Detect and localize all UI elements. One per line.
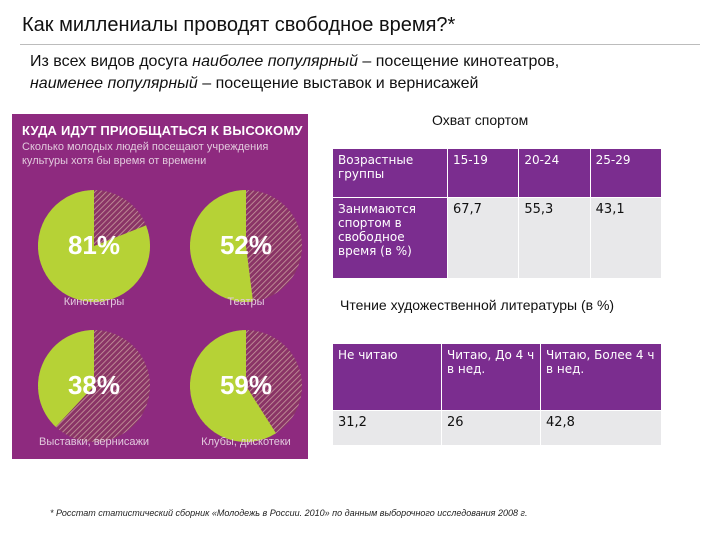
infographic-subtitle: Сколько молодых людей посещают учреждени… bbox=[22, 141, 269, 167]
culture-infographic: КУДА ИДУТ ПРИОБЩАТЬСЯ К ВЫСОКОМУ Сколько… bbox=[12, 114, 308, 459]
pie-clubs-chart bbox=[190, 330, 302, 442]
sports-table: Возрастные группы 15-19 20-24 25-29 Зани… bbox=[332, 148, 663, 279]
sports-heading: Охват спортом bbox=[432, 112, 529, 128]
slide-subtitle: Из всех видов досуга наиболее популярный… bbox=[30, 51, 700, 95]
table-row: 31,2 26 42,8 bbox=[332, 410, 662, 446]
reading-header-upto4: Читаю, До 4 ч в нед. bbox=[441, 343, 541, 411]
pie-cinemas bbox=[36, 188, 152, 304]
sports-value-1: 67,7 bbox=[446, 197, 520, 279]
subtitle-mid: – посещение кинотеатров, bbox=[357, 53, 560, 70]
sports-value-3: 43,1 bbox=[589, 197, 663, 279]
reading-table: Не читаю Читаю, До 4 ч в нед. Читаю, Бол… bbox=[332, 343, 662, 446]
pie-theatres-chart bbox=[190, 190, 302, 302]
table-row: Не читаю Читаю, До 4 ч в нед. Читаю, Бол… bbox=[332, 343, 662, 411]
pie-cinemas-chart bbox=[38, 190, 150, 302]
sports-row-header-age: Возрастные группы bbox=[332, 148, 448, 198]
reading-heading: Чтение художественной литературы (в %) bbox=[340, 297, 615, 313]
pie-theatres-caption: Театры bbox=[227, 296, 265, 308]
subtitle-most-popular: наиболее популярный bbox=[192, 53, 358, 70]
pie-cinemas-caption: Кинотеатры bbox=[63, 296, 125, 308]
infographic-title: КУДА ИДУТ ПРИОБЩАТЬСЯ К ВЫСОКОМУ bbox=[22, 123, 303, 138]
footnote: * Росстат статистический сборник «Молоде… bbox=[50, 508, 528, 518]
subtitle-lead: Из всех видов досуга bbox=[30, 53, 193, 70]
pie-clubs-caption: Клубы, дискотеки bbox=[201, 436, 291, 448]
sports-row-header-share: Занимаются спортом в свободное время (в … bbox=[332, 197, 448, 279]
title-divider bbox=[20, 44, 700, 45]
pie-cinemas-share-slice bbox=[38, 190, 150, 302]
pie-theatres-value: 52% bbox=[219, 230, 273, 260]
reading-value-upto4: 26 bbox=[441, 410, 541, 446]
reading-header-none: Не читаю bbox=[332, 343, 442, 411]
reading-value-none: 31,2 bbox=[332, 410, 442, 446]
pie-theatres bbox=[188, 188, 304, 304]
subtitle-least-popular: наименее популярный bbox=[30, 75, 198, 92]
sports-col-2: 20-24 bbox=[518, 148, 591, 198]
subtitle-end: – посещение выставок и вернисажей bbox=[197, 75, 479, 92]
pie-exhibitions-chart bbox=[37, 330, 150, 442]
table-row: Возрастные группы 15-19 20-24 25-29 bbox=[332, 148, 663, 198]
pie-exhibitions-value: 38% bbox=[67, 370, 121, 400]
pie-theatres-share-slice bbox=[190, 190, 254, 302]
reading-header-over4: Читаю, Более 4 ч в нед. bbox=[540, 343, 662, 411]
sports-col-1: 15-19 bbox=[446, 148, 520, 198]
pie-exhibitions-caption: Выставки, вернисажи bbox=[39, 436, 149, 448]
sports-value-2: 55,3 bbox=[518, 197, 591, 279]
reading-value-over4: 42,8 bbox=[540, 410, 662, 446]
sports-col-3: 25-29 bbox=[589, 148, 663, 198]
pie-clubs-share-slice bbox=[190, 330, 277, 442]
table-row: Занимаются спортом в свободное время (в … bbox=[332, 197, 663, 279]
pie-exhibitions bbox=[36, 328, 152, 444]
pie-exhibitions-share-slice bbox=[37, 330, 94, 427]
slide-title: Как миллениалы проводят свободное время?… bbox=[22, 14, 456, 36]
pie-cinemas-value: 81% bbox=[67, 230, 121, 260]
pie-clubs bbox=[188, 328, 304, 444]
pie-clubs-value: 59% bbox=[219, 370, 273, 400]
